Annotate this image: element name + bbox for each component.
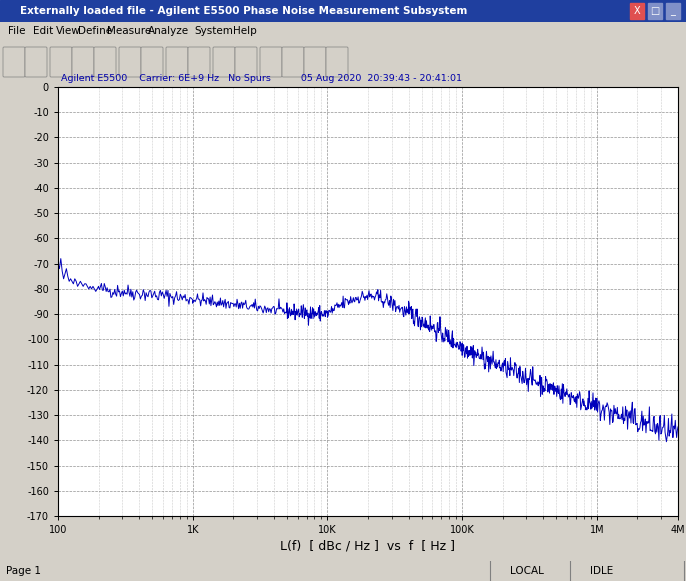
Text: View: View — [56, 26, 81, 36]
Bar — [648, 3, 662, 19]
Text: Measure: Measure — [107, 26, 151, 36]
Text: Agilent E5500    Carrier: 6E+9 Hz   No Spurs          05 Aug 2020  20:39:43 - 20: Agilent E5500 Carrier: 6E+9 Hz No Spurs … — [61, 74, 462, 83]
FancyBboxPatch shape — [3, 47, 25, 77]
FancyBboxPatch shape — [166, 47, 188, 77]
Text: Page 1: Page 1 — [6, 566, 41, 576]
Text: _: _ — [670, 6, 676, 16]
FancyBboxPatch shape — [326, 47, 348, 77]
FancyBboxPatch shape — [25, 47, 47, 77]
Text: System: System — [194, 26, 233, 36]
X-axis label: L(f)  [ dBc / Hz ]  vs  f  [ Hz ]: L(f) [ dBc / Hz ] vs f [ Hz ] — [281, 539, 456, 552]
Text: IDLE: IDLE — [590, 566, 613, 576]
FancyBboxPatch shape — [213, 47, 235, 77]
Text: Help: Help — [233, 26, 257, 36]
Bar — [630, 3, 644, 19]
FancyBboxPatch shape — [282, 47, 304, 77]
FancyBboxPatch shape — [235, 47, 257, 77]
Text: X: X — [634, 6, 640, 16]
Text: Externally loaded file - Agilent E5500 Phase Noise Measurement Subsystem: Externally loaded file - Agilent E5500 P… — [20, 6, 467, 16]
FancyBboxPatch shape — [141, 47, 163, 77]
FancyBboxPatch shape — [188, 47, 210, 77]
Text: □: □ — [650, 6, 660, 16]
Text: File: File — [8, 26, 25, 36]
FancyBboxPatch shape — [72, 47, 94, 77]
Text: Define: Define — [78, 26, 112, 36]
Bar — [666, 3, 680, 19]
Text: LOCAL: LOCAL — [510, 566, 544, 576]
FancyBboxPatch shape — [260, 47, 282, 77]
FancyBboxPatch shape — [50, 47, 72, 77]
Text: Analyze: Analyze — [148, 26, 189, 36]
FancyBboxPatch shape — [119, 47, 141, 77]
Text: Edit: Edit — [33, 26, 54, 36]
FancyBboxPatch shape — [94, 47, 116, 77]
FancyBboxPatch shape — [304, 47, 326, 77]
